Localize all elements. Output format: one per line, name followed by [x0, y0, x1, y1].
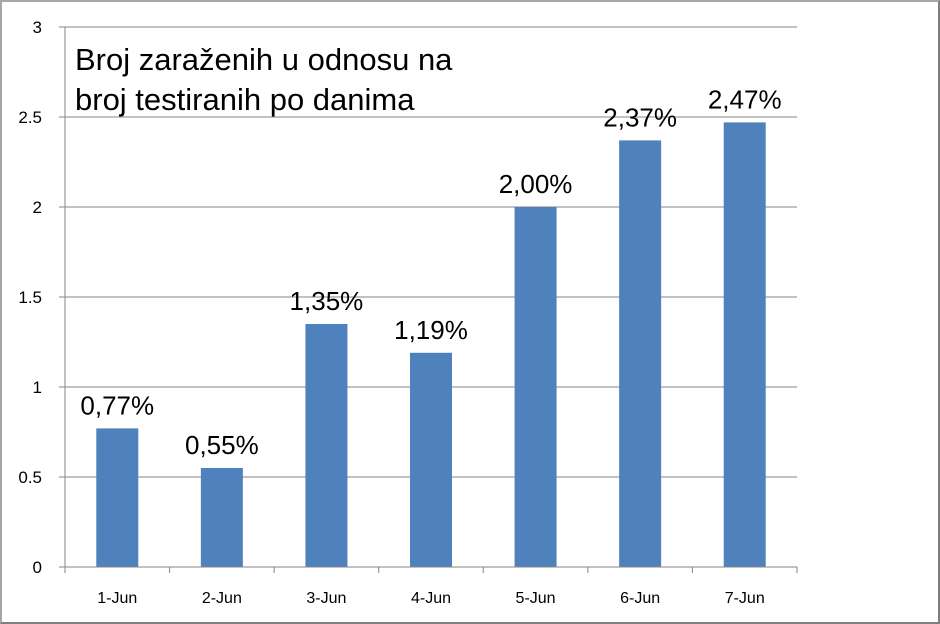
- y-tick-label: 2.5: [18, 108, 42, 127]
- data-label: 1,35%: [290, 286, 364, 316]
- y-tick-label: 0: [33, 558, 42, 577]
- y-tick-label: 0.5: [18, 468, 42, 487]
- bar-3-Jun: [305, 324, 348, 567]
- x-tick-label: 5-Jun: [516, 590, 556, 607]
- chart-title: Broj zaraženih u odnosu na broj testiran…: [75, 40, 452, 120]
- data-label: 0,77%: [80, 390, 154, 420]
- axes: [59, 26, 798, 573]
- x-tick-label: 6-Jun: [620, 590, 660, 607]
- data-label: 2,37%: [603, 102, 677, 132]
- bar-4-Jun: [410, 352, 452, 567]
- x-tick-label: 3-Jun: [306, 590, 346, 607]
- bar-1-Jun: [96, 428, 139, 567]
- bar-2-Jun: [200, 468, 243, 567]
- data-labels: 0,77% 0,55% 1,35% 1,19% 2,00% 2,37% 2,47%: [80, 84, 781, 460]
- y-tick-label: 2: [33, 198, 42, 217]
- gridlines: [65, 26, 797, 478]
- y-tick-label: 3: [33, 18, 42, 37]
- x-tick-label: 7-Jun: [725, 590, 765, 607]
- y-tick-label: 1: [33, 378, 42, 397]
- y-tick-label: 1.5: [18, 288, 42, 307]
- data-label: 0,55%: [185, 430, 259, 460]
- y-axis-ticks: 0 0.5 1 1.5 2 2.5 3: [18, 18, 42, 577]
- data-label: 1,19%: [394, 315, 468, 345]
- chart-title-line-2: broj testiranih po danima: [75, 82, 415, 117]
- x-axis-ticks: 1-Jun 2-Jun 3-Jun 4-Jun 5-Jun 6-Jun 7-Jun: [97, 590, 764, 607]
- bar-5-Jun: [514, 207, 557, 567]
- bar-7-Jun: [723, 122, 766, 568]
- data-label: 2,00%: [499, 169, 573, 199]
- bar-6-Jun: [619, 140, 662, 567]
- data-label: 2,47%: [708, 84, 782, 114]
- x-tick-label: 1-Jun: [97, 590, 137, 607]
- bars: [96, 122, 766, 568]
- chart-title-line-1: Broj zaraženih u odnosu na: [75, 42, 453, 77]
- x-tick-label: 4-Jun: [411, 590, 451, 607]
- x-tick-label: 2-Jun: [202, 590, 242, 607]
